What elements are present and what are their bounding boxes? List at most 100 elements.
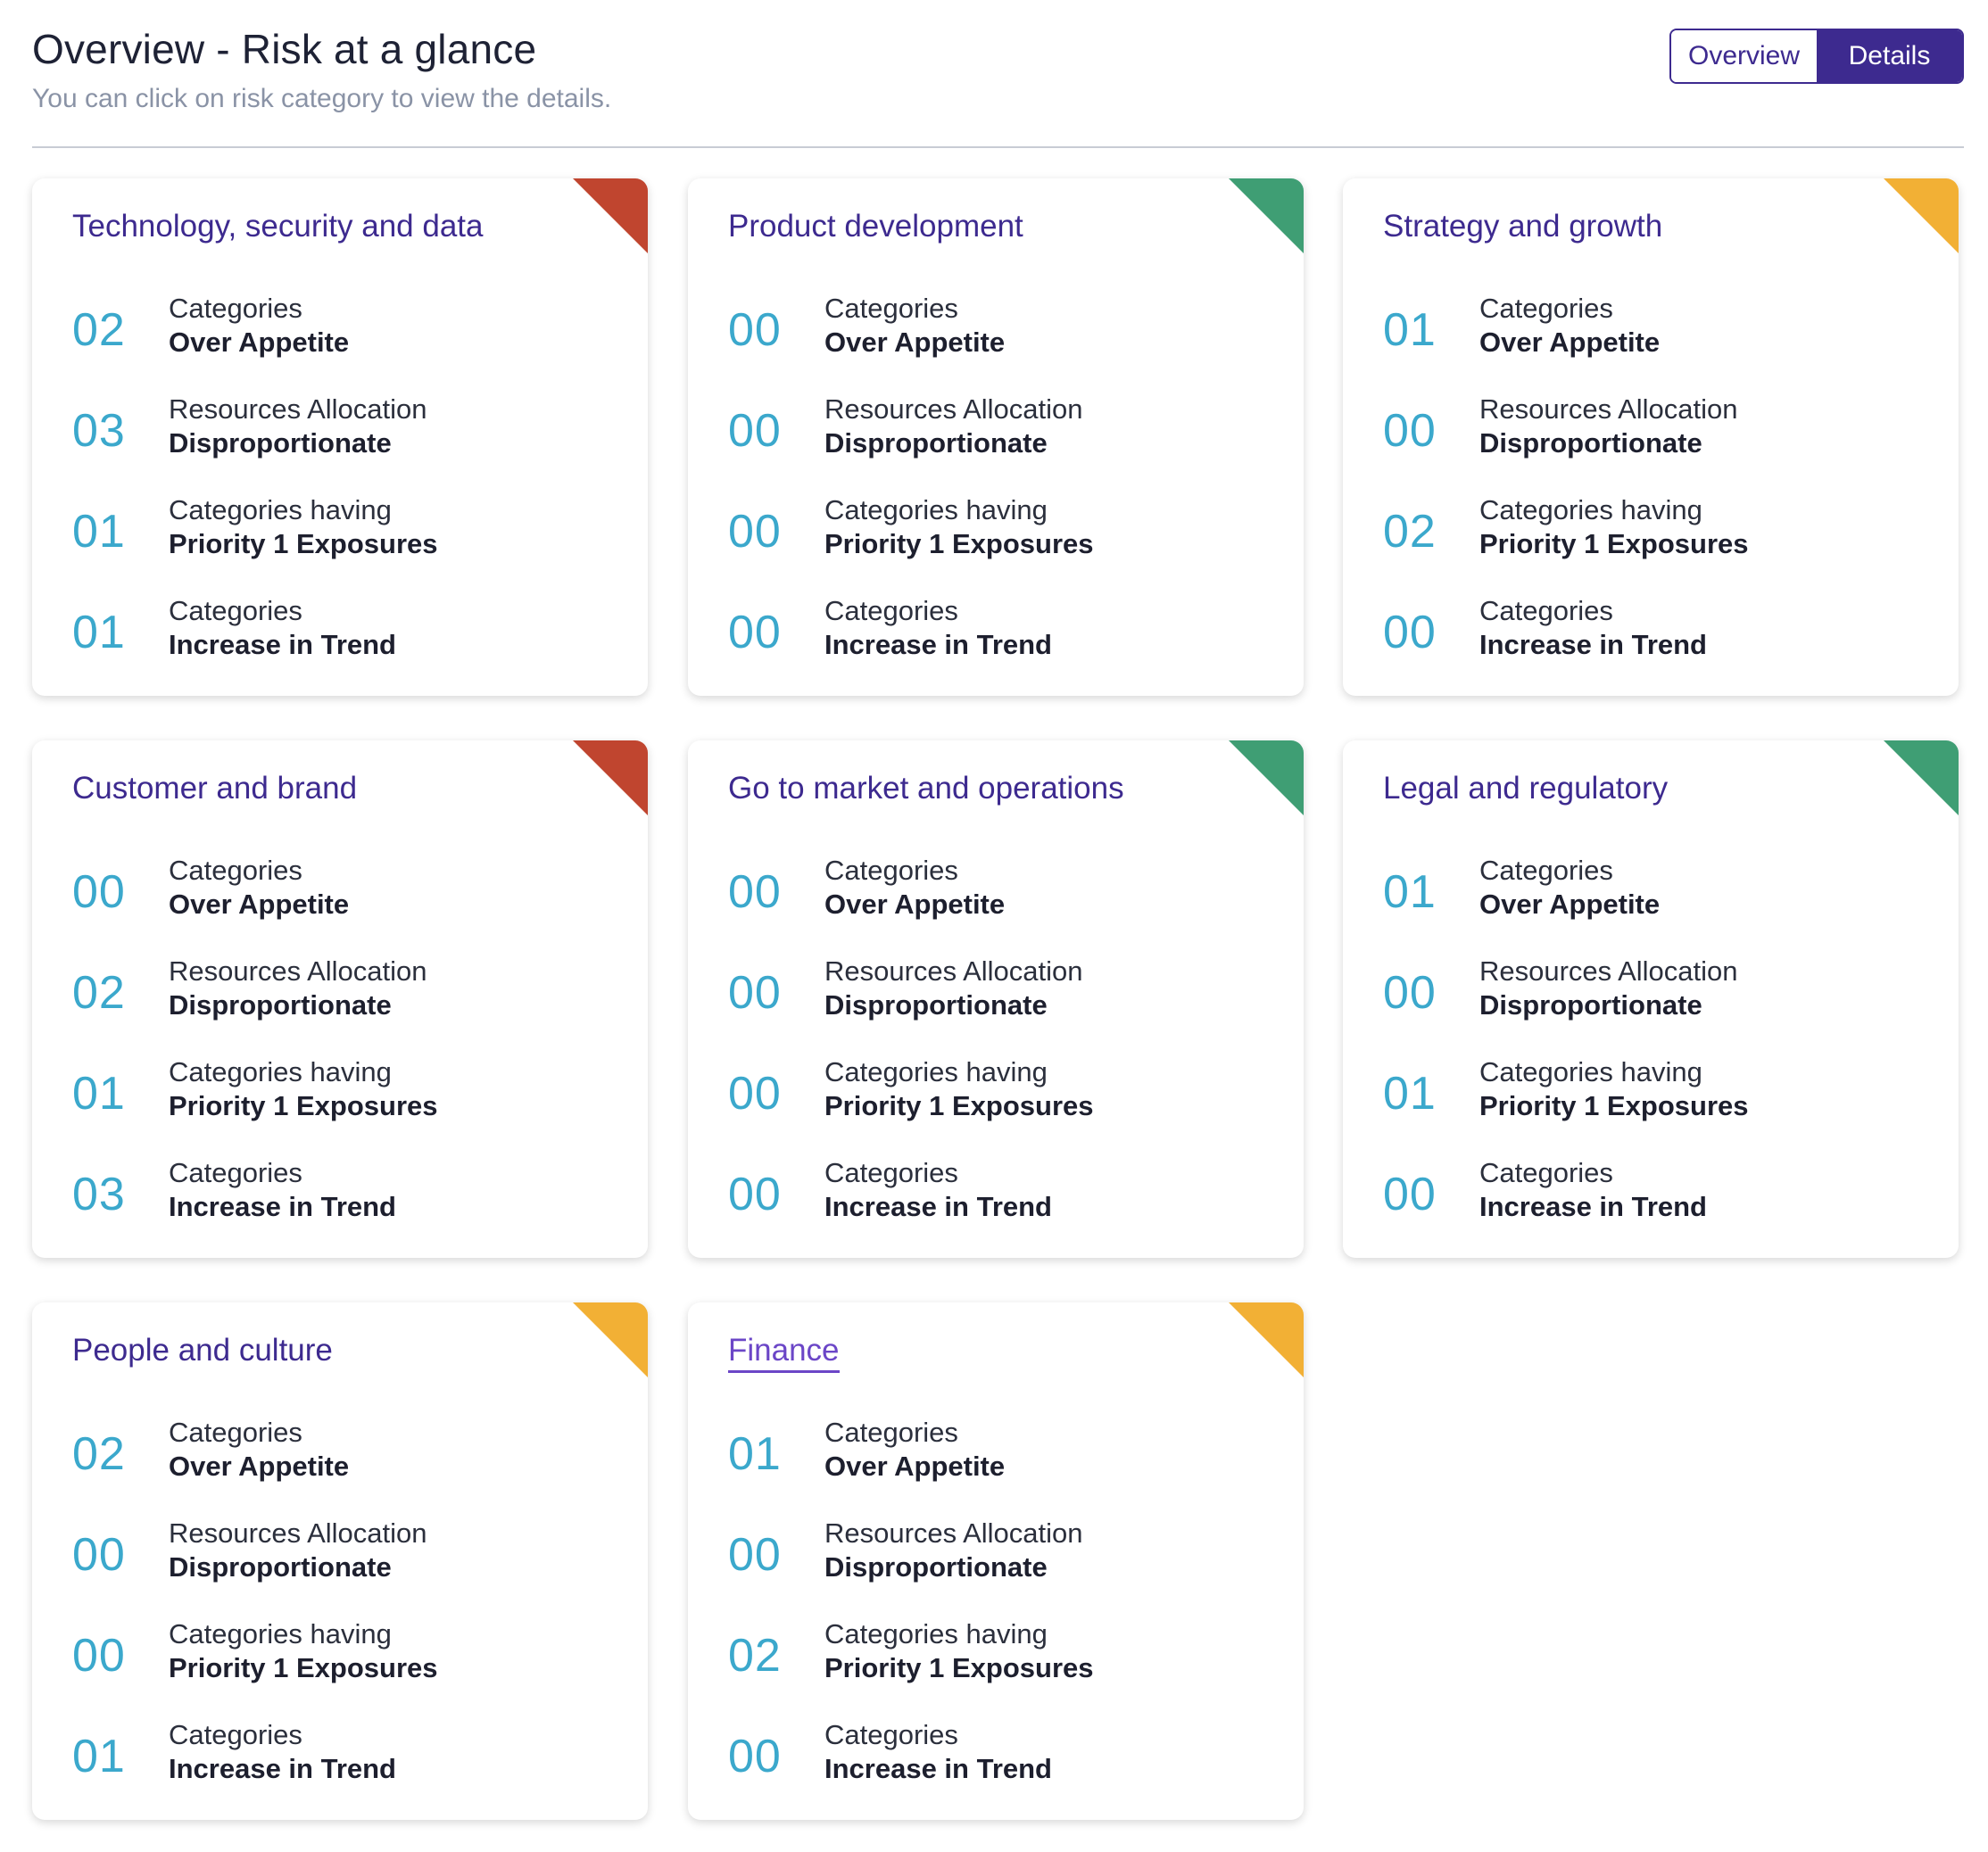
risk-card[interactable]: People and culture 02 Categories Over Appet… [32, 1302, 648, 1820]
metric-label-emphasis: Disproportionate [824, 1551, 1048, 1583]
metric-row: 01 Categories Over Appetite [728, 1417, 1281, 1517]
metric-label: Categories having [1479, 494, 1702, 525]
metric-row: 01 Categories Increase in Trend [72, 1719, 625, 1820]
metric-label: Resources Allocation [1479, 955, 1738, 987]
metric-value: 01 [1383, 304, 1437, 356]
metric-row: 00 Categories Increase in Trend [1383, 1157, 1936, 1258]
metric-value: 02 [72, 304, 126, 356]
metric-value: 00 [728, 304, 782, 356]
metric-label: Categories [1479, 855, 1613, 886]
metric-row: 00 Resources Allocation Disproportionate [728, 955, 1281, 1056]
metric-value: 00 [728, 1169, 782, 1220]
metric-row: 01 Categories Over Appetite [1383, 293, 1936, 393]
metric-value: 01 [72, 506, 126, 558]
metric-label-emphasis: Over Appetite [824, 327, 1006, 358]
metric-row: 00 Resources Allocation Disproportionate [728, 393, 1281, 494]
card-title[interactable]: People and culture [72, 1333, 333, 1368]
risk-card[interactable]: Finance 01 Categories Over Appetite 00 Resour… [688, 1302, 1304, 1820]
metric-value: 00 [728, 506, 782, 558]
status-corner-flag [1884, 740, 1959, 815]
metrics-list: 00 Categories Over Appetite 00 Resources All… [728, 293, 1281, 696]
card-title[interactable]: Strategy and growth [1383, 209, 1663, 244]
metric-value: 02 [72, 967, 126, 1019]
metric-value: 00 [1383, 1169, 1437, 1220]
risk-card[interactable]: Strategy and growth 01 Categories Over Appe… [1343, 178, 1959, 696]
metric-value: 00 [1383, 405, 1437, 457]
metric-label-emphasis: Disproportionate [824, 427, 1048, 459]
card-title[interactable]: Customer and brand [72, 771, 358, 806]
metric-value: 01 [72, 1068, 126, 1120]
metric-label-emphasis: Increase in Trend [1479, 1191, 1707, 1222]
card-title[interactable]: Technology, security and data [72, 209, 484, 244]
metric-row: 02 Categories having Priority 1 Exposures [728, 1618, 1281, 1719]
metric-row: 03 Resources Allocation Disproportionate [72, 393, 625, 494]
metric-label-emphasis: Disproportionate [1479, 427, 1702, 459]
metrics-list: 02 Categories Over Appetite 03 Resources All… [72, 293, 625, 696]
metric-label: Categories [824, 1417, 958, 1448]
metric-label-emphasis: Increase in Trend [824, 1753, 1052, 1784]
metric-label: Categories [169, 293, 302, 324]
metric-row: 03 Categories Increase in Trend [72, 1157, 625, 1258]
risk-card[interactable]: Product development 00 Categories Over Appe… [688, 178, 1304, 696]
metric-row: 01 Categories having Priority 1 Exposures [72, 494, 625, 595]
metric-label: Resources Allocation [1479, 393, 1738, 425]
metric-value: 03 [72, 405, 126, 457]
metric-label: Categories [169, 1719, 302, 1750]
metric-label-emphasis: Priority 1 Exposures [1479, 1090, 1749, 1121]
metric-label-emphasis: Over Appetite [169, 889, 350, 920]
metric-value: 01 [1383, 1068, 1437, 1120]
risk-card[interactable]: Go to market and operations 00 Categories O… [688, 740, 1304, 1258]
metric-row: 00 Categories Over Appetite [728, 293, 1281, 393]
metric-value: 03 [72, 1169, 126, 1220]
metric-label-emphasis: Over Appetite [1479, 327, 1661, 358]
metric-label: Resources Allocation [824, 1517, 1083, 1549]
header-divider [32, 146, 1964, 148]
metric-label: Categories [1479, 1157, 1613, 1188]
metric-label: Categories [824, 1719, 958, 1750]
metric-row: 00 Categories Increase in Trend [728, 595, 1281, 696]
card-title[interactable]: Finance [728, 1333, 840, 1373]
metric-label-emphasis: Disproportionate [824, 989, 1048, 1021]
metric-label-emphasis: Over Appetite [1479, 889, 1661, 920]
status-corner-flag [573, 1302, 648, 1377]
metric-label: Categories having [1479, 1056, 1702, 1087]
metric-label-emphasis: Priority 1 Exposures [824, 528, 1094, 559]
page-header: Overview - Risk at a glance You can clic… [32, 25, 1964, 145]
metric-label-emphasis: Priority 1 Exposures [169, 1652, 438, 1683]
metric-value: 00 [728, 866, 782, 918]
metric-label-emphasis: Priority 1 Exposures [169, 528, 438, 559]
risk-card[interactable]: Legal and regulatory 01 Categories Over App… [1343, 740, 1959, 1258]
metric-value: 00 [728, 967, 782, 1019]
overview-toggle-button[interactable]: Overview [1671, 30, 1817, 82]
metric-label: Categories having [169, 1618, 392, 1649]
page-subtitle: You can click on risk category to view t… [32, 84, 612, 113]
card-title[interactable]: Go to market and operations [728, 771, 1124, 806]
status-corner-flag [573, 178, 648, 253]
metric-label-emphasis: Over Appetite [169, 327, 350, 358]
risk-card[interactable]: Customer and brand 00 Categories Over Appet… [32, 740, 648, 1258]
metric-value: 00 [72, 866, 126, 918]
metric-value: 00 [728, 405, 782, 457]
details-toggle-button[interactable]: Details [1817, 30, 1962, 82]
metric-label-emphasis: Increase in Trend [824, 1191, 1052, 1222]
card-title[interactable]: Legal and regulatory [1383, 771, 1669, 806]
metric-value: 00 [1383, 607, 1437, 658]
metric-value: 00 [728, 1068, 782, 1120]
metric-label-emphasis: Priority 1 Exposures [169, 1090, 438, 1121]
metric-row: 00 Categories Increase in Trend [1383, 595, 1936, 696]
metric-label-emphasis: Disproportionate [169, 1551, 392, 1583]
metric-value: 00 [728, 1529, 782, 1581]
metric-label: Categories [824, 1157, 958, 1188]
metric-label: Resources Allocation [824, 393, 1083, 425]
metrics-list: 00 Categories Over Appetite 00 Resources All… [728, 855, 1281, 1258]
metric-label-emphasis: Increase in Trend [169, 1753, 396, 1784]
risk-card[interactable]: Technology, security and data 02 Categorie… [32, 178, 648, 696]
metric-label-emphasis: Increase in Trend [1479, 629, 1707, 660]
metric-row: 01 Categories having Priority 1 Exposures [1383, 1056, 1936, 1157]
metric-label-emphasis: Increase in Trend [824, 629, 1052, 660]
metric-row: 00 Categories having Priority 1 Exposures [728, 494, 1281, 595]
metric-row: 00 Categories Increase in Trend [728, 1157, 1281, 1258]
metric-label: Categories [824, 855, 958, 886]
card-title[interactable]: Product development [728, 209, 1023, 244]
metric-label: Categories [1479, 595, 1613, 626]
